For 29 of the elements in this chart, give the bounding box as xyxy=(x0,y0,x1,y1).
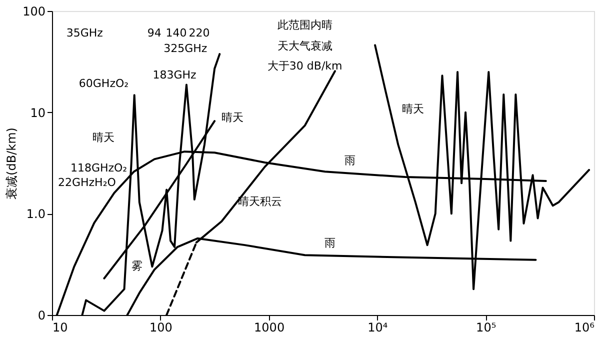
x-tick-label: 1000 xyxy=(254,320,285,334)
annotation: 35GHz xyxy=(66,26,104,40)
y-tick-label: 100 xyxy=(22,4,46,18)
x-tick-label: 10⁵ xyxy=(476,320,496,334)
annotation: 晴天 xyxy=(402,102,424,116)
y-tick-label: 1.0 xyxy=(26,207,46,222)
annotation: 大于30 dB/km xyxy=(267,59,342,72)
annotation: 60GHzO₂ xyxy=(78,77,129,90)
annotation: 此范围内晴 xyxy=(277,18,332,32)
annotation: 雨 xyxy=(324,236,336,250)
annotation: 22GHzH₂O xyxy=(58,176,116,190)
annotation: 94 xyxy=(147,26,162,40)
y-axis-title: 衰减(dB/km) xyxy=(4,128,19,200)
y-tick-label: 10 xyxy=(30,106,46,120)
annotation: 140 xyxy=(166,26,187,40)
x-tick-label: 10 xyxy=(52,320,68,334)
annotation: 325GHz xyxy=(164,42,208,56)
annotation: 晴天 xyxy=(92,130,115,144)
x-tick-label: 100 xyxy=(149,320,172,334)
y-tick-label: 0 xyxy=(38,308,46,322)
annotation: 雾 xyxy=(132,260,143,273)
annotation: 183GHz xyxy=(152,68,197,82)
annotation: 118GHzO₂ xyxy=(70,161,128,174)
annotation: 天大气衰减 xyxy=(277,39,332,52)
annotation: 雨 xyxy=(344,154,356,168)
annotation: 220 xyxy=(188,26,210,40)
annotation: 晴天 xyxy=(222,110,244,124)
x-tick-label: 10⁴ xyxy=(368,320,388,334)
x-tick-label: 10⁶ xyxy=(574,320,595,334)
